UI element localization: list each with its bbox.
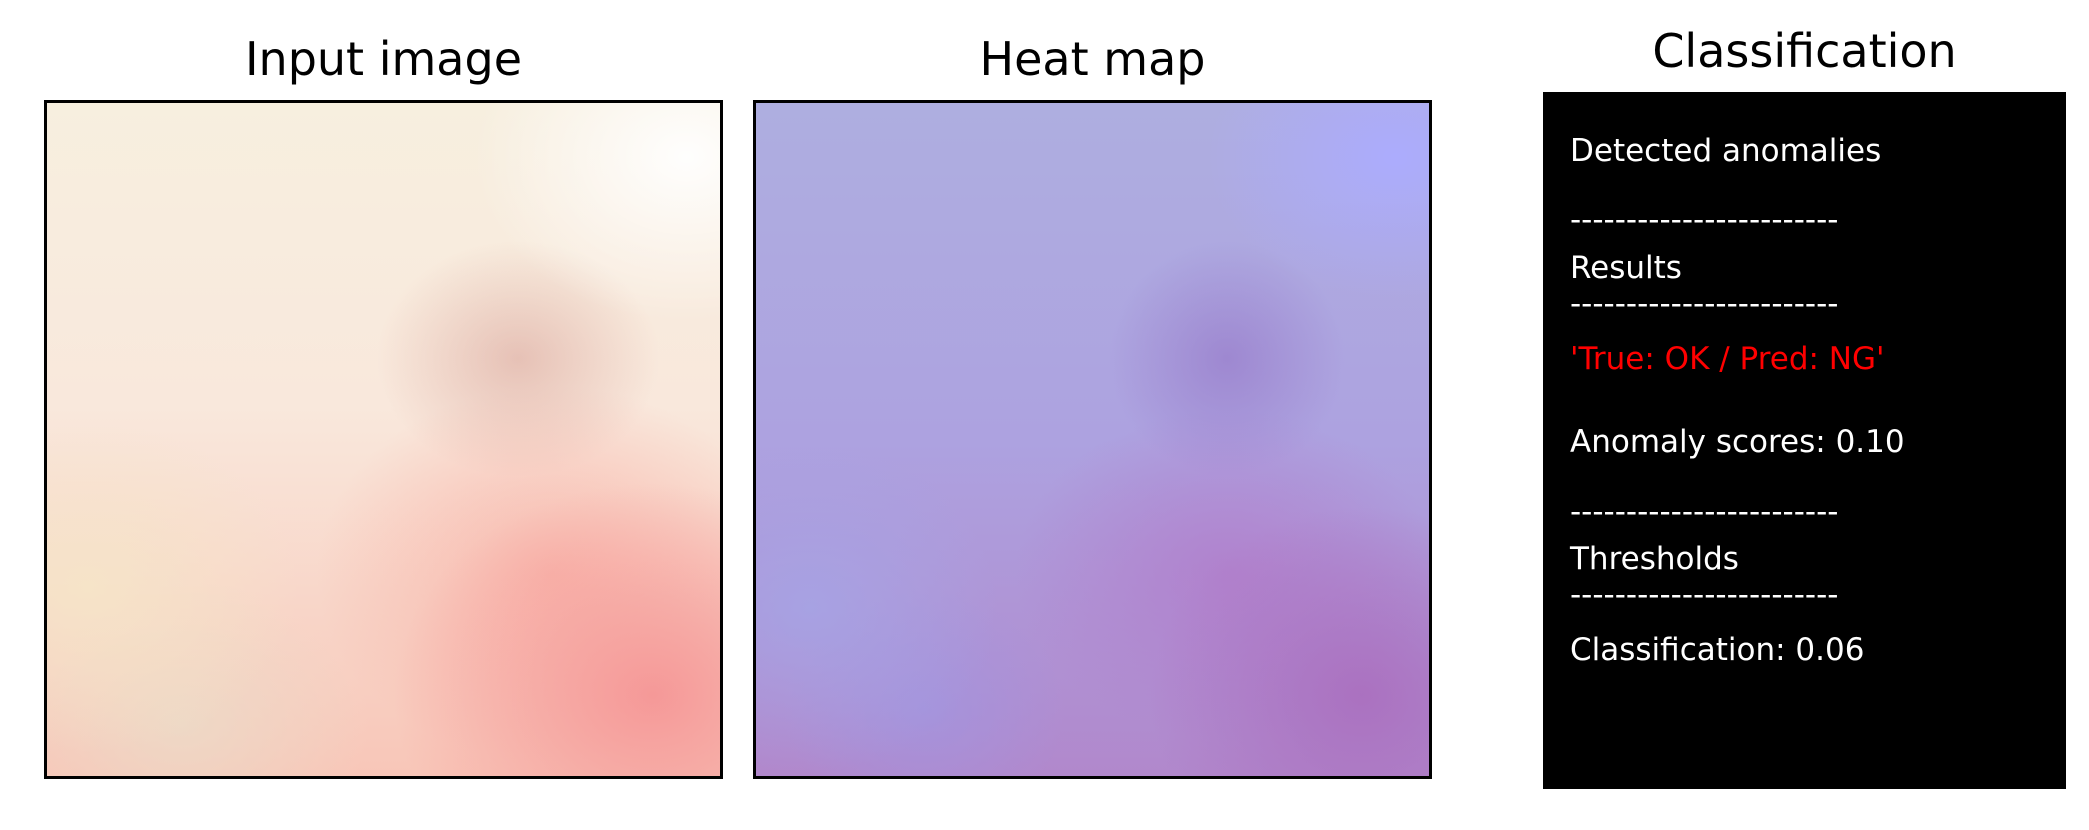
divider-3: ------------------------ bbox=[1570, 494, 1839, 530]
detected-anomalies-label: Detected anomalies bbox=[1570, 133, 1882, 169]
classification-title: Classification bbox=[1652, 24, 1957, 78]
thresholds-label: Thresholds bbox=[1570, 541, 1739, 577]
heat-map-image bbox=[753, 100, 1432, 779]
anomaly-score: Anomaly scores: 0.10 bbox=[1570, 424, 1905, 460]
input-image-title: Input image bbox=[244, 32, 522, 86]
prediction-result: 'True: OK / Pred: NG' bbox=[1570, 341, 1885, 377]
heat-map-title: Heat map bbox=[979, 32, 1206, 86]
input-image bbox=[44, 100, 723, 779]
divider-4: ------------------------ bbox=[1570, 577, 1839, 613]
heat-map-detail bbox=[756, 103, 1429, 776]
results-label: Results bbox=[1570, 250, 1682, 286]
classification-panel: Detected anomalies ---------------------… bbox=[1543, 92, 2066, 789]
classification-threshold: Classification: 0.06 bbox=[1570, 632, 1865, 668]
divider-2: ------------------------ bbox=[1570, 286, 1839, 322]
divider-1: ------------------------ bbox=[1570, 202, 1839, 238]
input-image-detail bbox=[47, 103, 720, 776]
